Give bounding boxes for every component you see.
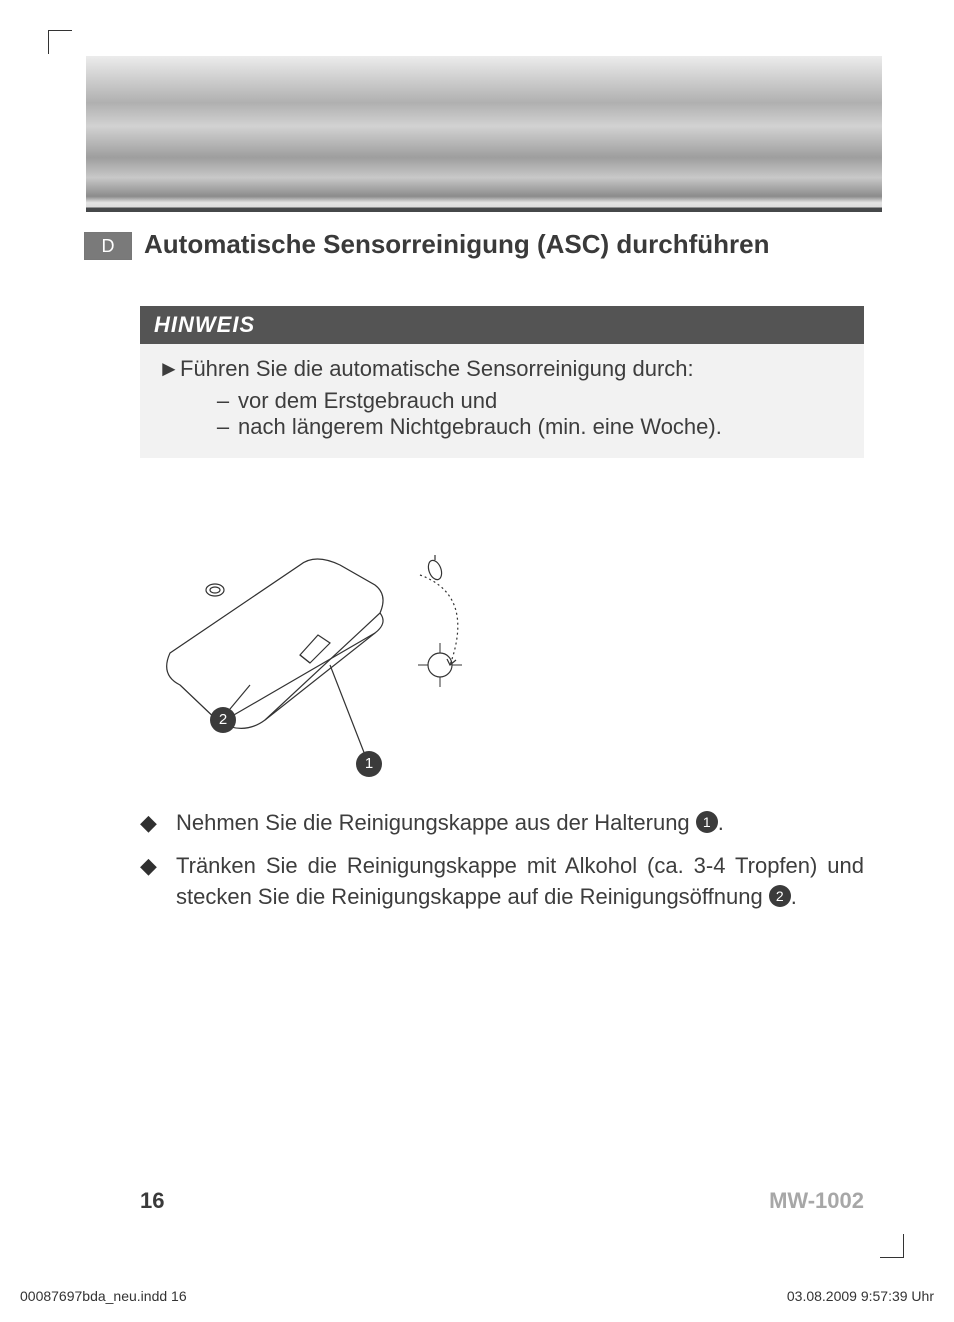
hinweis-body: ► Führen Sie die automatische Sensorrein…	[140, 344, 864, 458]
instruction-step: ◆ Tränken Sie die Reinigungskappe mit Al…	[140, 851, 864, 913]
instruction-step-text: Tränken Sie die Reinigungskappe mit Alko…	[176, 851, 864, 913]
model-number: MW-1002	[769, 1188, 864, 1214]
figure-callout-badge: 2	[210, 707, 236, 733]
dash-icon: –	[208, 414, 238, 440]
instruction-step-text: Nehmen Sie die Reinigungskappe aus der H…	[176, 808, 864, 839]
crop-mark-bottom-right	[880, 1234, 904, 1258]
step-pre: Nehmen Sie die Reinigungskappe aus der H…	[176, 810, 696, 835]
figure-callout-badge: 1	[356, 751, 382, 777]
instruction-steps: ◆ Nehmen Sie die Reinigungskappe aus der…	[140, 808, 864, 924]
crop-mark-top-left	[48, 30, 72, 54]
hinweis-subitem-text: vor dem Erstgebrauch und	[238, 388, 846, 414]
hinweis-lead-text: Führen Sie die automatische Sensorreinig…	[180, 356, 846, 382]
dash-icon: –	[208, 388, 238, 414]
step-post: .	[791, 884, 797, 909]
hinweis-header: HINWEIS	[140, 306, 864, 344]
step-post: .	[718, 810, 724, 835]
device-line-drawing	[150, 535, 470, 775]
inline-number-badge: 2	[769, 885, 791, 907]
section-tag: D	[84, 232, 132, 260]
section-title: Automatische Sensorreinigung (ASC) durch…	[144, 228, 864, 261]
diamond-bullet-icon: ◆	[140, 808, 176, 839]
step-pre: Tränken Sie die Reinigungskappe mit Alko…	[176, 853, 864, 909]
inline-number-badge: 1	[696, 811, 718, 833]
instruction-step: ◆ Nehmen Sie die Reinigungskappe aus der…	[140, 808, 864, 839]
lead-arrow-icon: ►	[158, 356, 180, 382]
hinweis-subitem: – nach längerem Nichtgebrauch (min. eine…	[208, 414, 846, 440]
footer-indd-path: 00087697bda_neu.indd 16	[20, 1288, 187, 1304]
footer-timestamp: 03.08.2009 9:57:39 Uhr	[787, 1288, 934, 1304]
device-figure: 2 1	[150, 535, 470, 775]
header-gradient-band	[86, 56, 882, 212]
diamond-bullet-icon: ◆	[140, 851, 176, 913]
hinweis-box: HINWEIS ► Führen Sie die automatische Se…	[140, 306, 864, 458]
hinweis-subitem-text: nach längerem Nichtgebrauch (min. eine W…	[238, 414, 846, 440]
page-number: 16	[140, 1188, 164, 1214]
hinweis-subitem: – vor dem Erstgebrauch und	[208, 388, 846, 414]
